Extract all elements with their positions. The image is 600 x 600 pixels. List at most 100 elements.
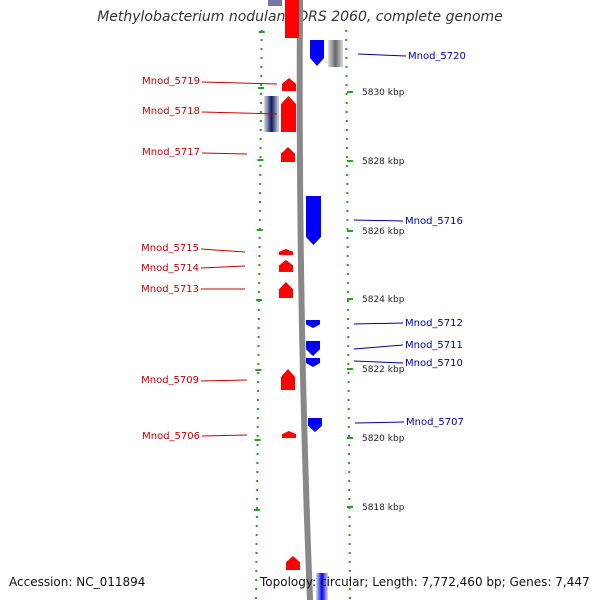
track-dot <box>345 30 348 32</box>
track-dot <box>345 138 348 140</box>
track-dot <box>255 534 258 536</box>
track-dot <box>258 237 261 239</box>
track-dash <box>256 299 263 301</box>
track-dot <box>347 345 350 347</box>
gene-label-mnod-5711[interactable]: Mnod_5711 <box>405 340 463 351</box>
track-dot <box>346 210 349 212</box>
track-dot <box>348 462 351 464</box>
gene-label-mnod-5709[interactable]: Mnod_5709 <box>141 375 199 386</box>
track-dot <box>257 336 260 338</box>
ruler-tick <box>347 437 353 439</box>
gene-label-mnod-5707[interactable]: Mnod_5707 <box>406 417 464 428</box>
track-dot <box>348 516 351 518</box>
track-dot <box>347 408 350 410</box>
track-dot <box>348 561 351 563</box>
track-dot <box>258 282 261 284</box>
track-dot <box>258 210 261 212</box>
track-dot <box>347 399 350 401</box>
track-dot <box>257 327 260 329</box>
gene-label-mnod-5717[interactable]: Mnod_5717 <box>142 147 200 158</box>
track-dot <box>347 300 349 302</box>
gene-arrow-mnod-5717[interactable] <box>281 147 295 162</box>
gene-layer <box>264 0 343 600</box>
gene-arrow-mnod-5712[interactable] <box>306 320 320 328</box>
track-dot <box>348 597 351 599</box>
gene-arrow-mnod-5720[interactable] <box>310 40 324 66</box>
track-dot <box>347 354 350 356</box>
track-dot <box>256 444 259 446</box>
accession-text: Accession: NC_011894 <box>9 575 146 589</box>
track-dot <box>256 498 259 500</box>
track-dot <box>257 354 260 356</box>
track-dot <box>258 264 261 266</box>
track-dot <box>255 507 258 509</box>
track-dot <box>346 237 349 239</box>
ruler-label: 5826 kbp <box>362 227 405 237</box>
gene-arrow-mnod-5713[interactable] <box>279 282 293 298</box>
ruler-label: 5820 kbp <box>362 434 405 444</box>
ruler-tick <box>347 298 353 300</box>
gene-label-mnod-5706[interactable]: Mnod_5706 <box>142 431 200 442</box>
gene-arrow-mnod-5714[interactable] <box>279 260 293 272</box>
track-dot <box>348 471 351 473</box>
track-dot <box>257 309 260 311</box>
track-dot <box>257 372 260 374</box>
track-dot <box>347 390 350 392</box>
gene-arrow-mnod-5719[interactable] <box>282 78 296 91</box>
gene-arrow-mnod-5709[interactable] <box>281 369 295 390</box>
track-dot <box>255 561 258 563</box>
track-dot <box>345 75 348 77</box>
track-dot <box>346 291 349 293</box>
track-dot <box>348 480 351 482</box>
gene-arrow-mnod-5707[interactable] <box>308 418 322 432</box>
gene-label-mnod-5713[interactable]: Mnod_5713 <box>141 284 199 295</box>
track-dot <box>260 66 263 68</box>
gene-label-mnod-5716[interactable]: Mnod_5716 <box>405 216 463 227</box>
ruler-layer: 5830 kbp 5828 kbp 5826 kbp 5824 kbp 5822 kbp… <box>347 88 405 513</box>
gene-arrow-mnod-5718[interactable] <box>281 96 296 132</box>
gene-arrow-mnod-5710[interactable] <box>306 358 320 367</box>
track-dot <box>348 552 351 554</box>
track-dot <box>255 597 258 599</box>
leader-line <box>200 248 246 253</box>
track-dot <box>257 318 260 320</box>
leader-line <box>201 434 248 437</box>
track-dot <box>346 174 349 176</box>
leader-line <box>200 379 248 382</box>
track-dot <box>259 120 262 122</box>
gene-arrow-mnod-5716[interactable] <box>306 196 321 245</box>
track-dot <box>346 156 349 158</box>
track-dot <box>256 453 259 455</box>
edge-gene-partial[interactable] <box>286 556 300 570</box>
gene-arrow-mnod-5706[interactable] <box>282 431 296 438</box>
track-dot <box>345 48 348 50</box>
track-dot <box>255 588 258 590</box>
track-dot <box>260 75 263 77</box>
edge-gene-partial <box>285 0 299 38</box>
track-dot <box>348 588 351 590</box>
track-dot <box>256 480 259 482</box>
track-dot <box>348 570 351 572</box>
track-dot <box>348 579 351 581</box>
gene-label-mnod-5719[interactable]: Mnod_5719 <box>142 76 200 87</box>
gene-label-mnod-5718[interactable]: Mnod_5718 <box>142 106 200 117</box>
gene-arrow-mnod-5711[interactable] <box>306 341 320 356</box>
track-dot <box>348 525 351 527</box>
leader-line <box>353 322 404 325</box>
track-dot <box>347 336 350 338</box>
gene-label-mnod-5712[interactable]: Mnod_5712 <box>405 318 463 329</box>
track-dot <box>345 147 348 149</box>
ruler-label: 5828 kbp <box>362 157 405 167</box>
leader-line <box>200 265 246 269</box>
track-dot <box>345 66 348 68</box>
gene-label-mnod-5710[interactable]: Mnod_5710 <box>405 358 463 369</box>
track-dot <box>346 219 349 221</box>
gene-label-mnod-5720[interactable]: Mnod_5720 <box>408 51 466 62</box>
gene-label-mnod-5714[interactable]: Mnod_5714 <box>141 263 199 274</box>
track-dot <box>347 426 350 428</box>
gene-label-mnod-5715[interactable]: Mnod_5715 <box>141 243 199 254</box>
track-dot <box>345 129 348 131</box>
gene-arrow-mnod-5715[interactable] <box>279 249 293 255</box>
track-dot <box>259 138 262 140</box>
track-dot <box>259 165 262 167</box>
